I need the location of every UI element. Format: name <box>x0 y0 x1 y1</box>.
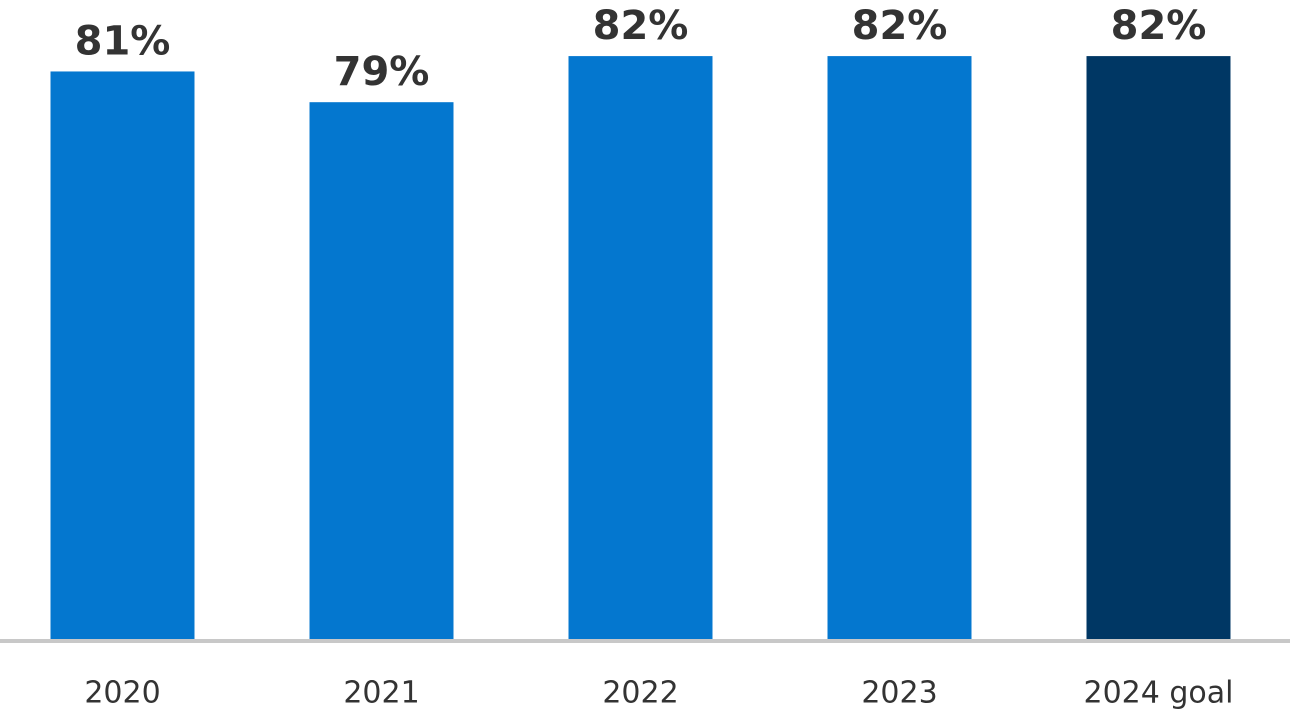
value-label: 81% <box>75 18 171 64</box>
bar <box>568 56 713 641</box>
x-tick-label: 2021 <box>343 676 419 711</box>
value-label: 79% <box>334 49 430 95</box>
x-tick-label: 2023 <box>861 676 937 711</box>
value-label: 82% <box>1111 3 1207 49</box>
bar <box>827 56 972 641</box>
value-label: 82% <box>593 3 689 49</box>
x-tick-label: 2020 <box>84 676 160 711</box>
x-tick-label: 2022 <box>602 676 678 711</box>
bar <box>309 102 454 640</box>
x-tick-label: 2024 goal <box>1084 676 1234 711</box>
bar <box>1086 56 1231 641</box>
bar <box>50 71 195 640</box>
value-label: 82% <box>852 3 948 49</box>
